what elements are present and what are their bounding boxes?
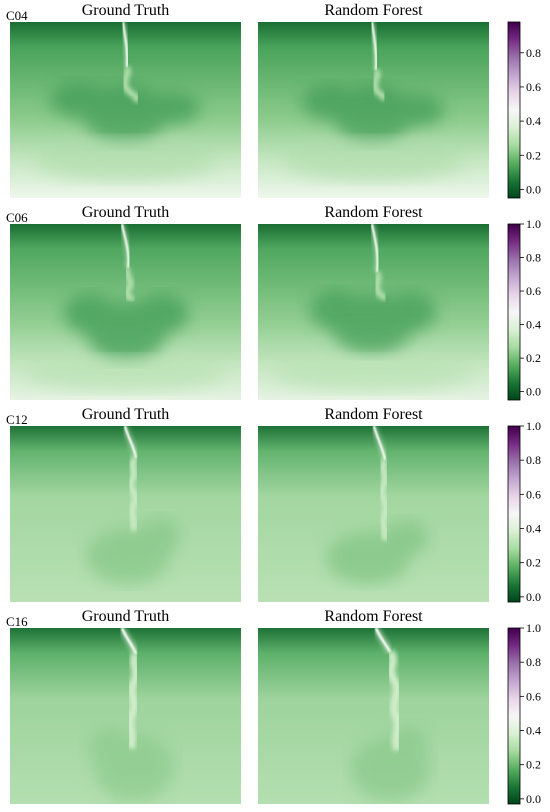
colorbar-tick-label: 0.0: [526, 792, 541, 806]
colorbar-tick-label: 1.0: [526, 217, 541, 231]
row-c16: C16 Ground Truth Random Forest 0.0 0.2 0.4…: [0, 606, 550, 808]
random-forest-field: [258, 628, 489, 804]
colorbar-tick-label: 0.8: [526, 453, 541, 467]
colorbar-tick-label: 0.2: [526, 556, 541, 570]
row-c12: C12 Ground Truth Random Forest 0.0 0.2 0.4…: [0, 404, 550, 606]
random-forest-field: [258, 22, 489, 198]
colorbar-tick-label: 0.6: [526, 284, 541, 298]
colorbar-tick-label: 0.0: [526, 590, 541, 604]
ground-truth-field: [10, 224, 241, 400]
colorbar-tick-label: 0.8: [526, 251, 541, 265]
colorbar-tick-label: 1.0: [526, 621, 541, 635]
ground-truth-field: [10, 426, 241, 602]
colorbar-tick-label: 0.4: [526, 318, 541, 332]
panel-title-ground-truth: Ground Truth: [81, 2, 170, 19]
colorbar-tick-label: 1.0: [526, 419, 541, 433]
panel-title-random-forest: Random Forest: [324, 2, 423, 19]
random-forest-field: [258, 224, 489, 400]
case-label: C04: [6, 8, 28, 23]
colorbar-tick-label: 0.0: [526, 385, 541, 399]
row-c04: C04 Ground Truth Random Forest 0.0 0.2 0.4…: [0, 0, 550, 202]
row-c06: C06 Ground Truth Random Forest 0.0 0.2 0.4…: [0, 202, 550, 404]
colorbar-c06: 0.0 0.2 0.4 0.6 0.8 1.0: [507, 217, 541, 401]
colorbar-tick-label: 0.6: [526, 689, 541, 703]
colorbar-c04: 0.0 0.2 0.4 0.6 0.8: [507, 21, 541, 199]
colorbar-c16: 0.0 0.2 0.4 0.6 0.8 1.0: [507, 621, 541, 806]
colorbar-tick-label: 0.4: [526, 724, 541, 738]
colorbar-gradient: [507, 425, 521, 603]
colorbar-c12: 0.0 0.2 0.4 0.6 0.8 1.0: [507, 419, 541, 604]
ground-truth-field: [10, 628, 241, 804]
colorbar-gradient: [507, 223, 521, 401]
ground-truth-field: [10, 22, 241, 198]
colorbar-tick-label: 0.2: [526, 758, 541, 772]
panel-title-random-forest: Random Forest: [324, 608, 423, 625]
panel-title-ground-truth: Ground Truth: [81, 406, 170, 423]
panel-title-ground-truth: Ground Truth: [81, 608, 170, 625]
colorbar-tick-label: 0.6: [526, 487, 541, 501]
panel-title-random-forest: Random Forest: [324, 406, 423, 423]
case-label: C16: [6, 614, 28, 629]
colorbar-tick-label: 0.4: [526, 114, 541, 128]
colorbar-tick-label: 0.4: [526, 522, 541, 536]
panel-title-ground-truth: Ground Truth: [81, 204, 170, 221]
panel-title-random-forest: Random Forest: [324, 204, 423, 221]
colorbar-tick-label: 0.8: [526, 46, 541, 60]
case-label: C12: [6, 412, 28, 427]
colorbar-tick-label: 0.0: [526, 182, 541, 196]
colorbar-gradient: [507, 21, 521, 199]
colorbar-tick-label: 0.8: [526, 655, 541, 669]
colorbar-gradient: [507, 627, 521, 805]
random-forest-field: [258, 426, 489, 602]
colorbar-tick-label: 0.2: [526, 351, 541, 365]
colorbar-tick-label: 0.6: [526, 80, 541, 94]
colorbar-tick-label: 0.2: [526, 148, 541, 162]
case-label: C06: [6, 210, 28, 225]
